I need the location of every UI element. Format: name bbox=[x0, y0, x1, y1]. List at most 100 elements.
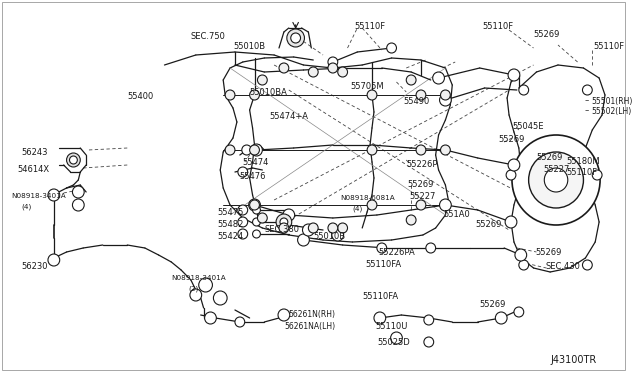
Circle shape bbox=[387, 43, 396, 53]
Circle shape bbox=[283, 209, 294, 221]
Circle shape bbox=[257, 213, 268, 223]
Circle shape bbox=[367, 90, 377, 100]
Text: 55227: 55227 bbox=[543, 165, 570, 174]
Circle shape bbox=[72, 199, 84, 211]
Text: 55110F: 55110F bbox=[567, 168, 598, 177]
Text: 551A0: 551A0 bbox=[444, 210, 470, 219]
Circle shape bbox=[308, 223, 318, 233]
Text: (2): (2) bbox=[188, 285, 198, 292]
Text: 55269: 55269 bbox=[476, 220, 502, 229]
Text: 55010BA: 55010BA bbox=[250, 88, 287, 97]
Circle shape bbox=[426, 243, 436, 253]
Circle shape bbox=[328, 223, 338, 233]
Circle shape bbox=[250, 200, 259, 210]
Text: 55110F: 55110F bbox=[483, 22, 514, 31]
Circle shape bbox=[279, 63, 289, 73]
Circle shape bbox=[338, 67, 348, 77]
Text: 56243: 56243 bbox=[22, 148, 48, 157]
Circle shape bbox=[508, 69, 520, 81]
Text: 55025D: 55025D bbox=[377, 338, 410, 347]
Circle shape bbox=[406, 215, 416, 225]
Circle shape bbox=[251, 144, 262, 156]
Circle shape bbox=[242, 145, 252, 155]
Circle shape bbox=[278, 309, 290, 321]
Circle shape bbox=[440, 90, 451, 100]
Text: (4): (4) bbox=[353, 205, 363, 212]
Circle shape bbox=[238, 167, 248, 177]
Circle shape bbox=[213, 291, 227, 305]
Circle shape bbox=[276, 214, 292, 230]
Text: 55475: 55475 bbox=[218, 208, 244, 217]
Circle shape bbox=[308, 67, 318, 77]
Circle shape bbox=[367, 200, 377, 210]
Circle shape bbox=[440, 145, 451, 155]
Text: 55010B: 55010B bbox=[233, 42, 265, 51]
Circle shape bbox=[225, 90, 235, 100]
Circle shape bbox=[582, 260, 592, 270]
Circle shape bbox=[253, 206, 260, 214]
Circle shape bbox=[440, 199, 451, 211]
Circle shape bbox=[279, 223, 289, 233]
Circle shape bbox=[253, 230, 260, 238]
Text: 55226PA: 55226PA bbox=[379, 248, 415, 257]
Circle shape bbox=[291, 33, 301, 43]
Text: 55269: 55269 bbox=[536, 153, 563, 162]
Text: N08918-3401A: N08918-3401A bbox=[12, 193, 67, 199]
Circle shape bbox=[199, 278, 212, 292]
Circle shape bbox=[250, 145, 259, 155]
Circle shape bbox=[424, 315, 434, 325]
Text: 56261N(RH): 56261N(RH) bbox=[289, 310, 336, 319]
Circle shape bbox=[235, 317, 244, 327]
Text: 55269: 55269 bbox=[499, 135, 525, 144]
Circle shape bbox=[406, 75, 416, 85]
Circle shape bbox=[544, 168, 568, 192]
Text: 55226P: 55226P bbox=[406, 160, 438, 169]
Text: 55705M: 55705M bbox=[351, 82, 384, 91]
Circle shape bbox=[303, 224, 314, 236]
Text: N08918-3401A: N08918-3401A bbox=[172, 275, 226, 281]
Circle shape bbox=[505, 216, 517, 228]
Circle shape bbox=[253, 218, 260, 226]
Circle shape bbox=[328, 63, 338, 73]
Text: 56230: 56230 bbox=[22, 262, 48, 271]
Circle shape bbox=[190, 289, 202, 301]
Text: 55502(LH): 55502(LH) bbox=[591, 107, 632, 116]
Circle shape bbox=[416, 145, 426, 155]
Circle shape bbox=[424, 337, 434, 347]
Text: 55010B: 55010B bbox=[313, 232, 346, 241]
Text: 56261NA(LH): 56261NA(LH) bbox=[284, 322, 335, 331]
Text: 55227: 55227 bbox=[409, 192, 436, 201]
Text: N08918-6081A: N08918-6081A bbox=[340, 195, 396, 201]
Text: 55110FA: 55110FA bbox=[362, 292, 398, 301]
Circle shape bbox=[367, 145, 377, 155]
Circle shape bbox=[250, 90, 259, 100]
Text: 55501(RH): 55501(RH) bbox=[591, 97, 633, 106]
Text: 55110F: 55110F bbox=[593, 42, 625, 51]
Circle shape bbox=[433, 72, 444, 84]
Text: 55045E: 55045E bbox=[512, 122, 543, 131]
Circle shape bbox=[298, 234, 309, 246]
Text: SEC.430: SEC.430 bbox=[545, 262, 580, 271]
Circle shape bbox=[238, 205, 248, 215]
Text: 55400: 55400 bbox=[127, 92, 154, 101]
Circle shape bbox=[512, 135, 600, 225]
Text: 55482: 55482 bbox=[218, 220, 244, 229]
Text: 54614X: 54614X bbox=[18, 165, 50, 174]
Circle shape bbox=[592, 170, 602, 180]
Circle shape bbox=[519, 260, 529, 270]
Text: 55269: 55269 bbox=[480, 300, 506, 309]
Circle shape bbox=[225, 145, 235, 155]
Circle shape bbox=[508, 159, 520, 171]
Circle shape bbox=[519, 85, 529, 95]
Circle shape bbox=[338, 223, 348, 233]
Text: 55424: 55424 bbox=[218, 232, 244, 241]
Text: SEC.380: SEC.380 bbox=[264, 225, 300, 234]
Circle shape bbox=[529, 152, 584, 208]
Circle shape bbox=[238, 229, 248, 239]
Text: 55110F: 55110F bbox=[355, 22, 385, 31]
Circle shape bbox=[249, 199, 260, 211]
Text: 55180M: 55180M bbox=[567, 157, 600, 166]
Text: 55490: 55490 bbox=[403, 97, 429, 106]
Circle shape bbox=[257, 75, 268, 85]
Text: 55269: 55269 bbox=[534, 30, 560, 39]
